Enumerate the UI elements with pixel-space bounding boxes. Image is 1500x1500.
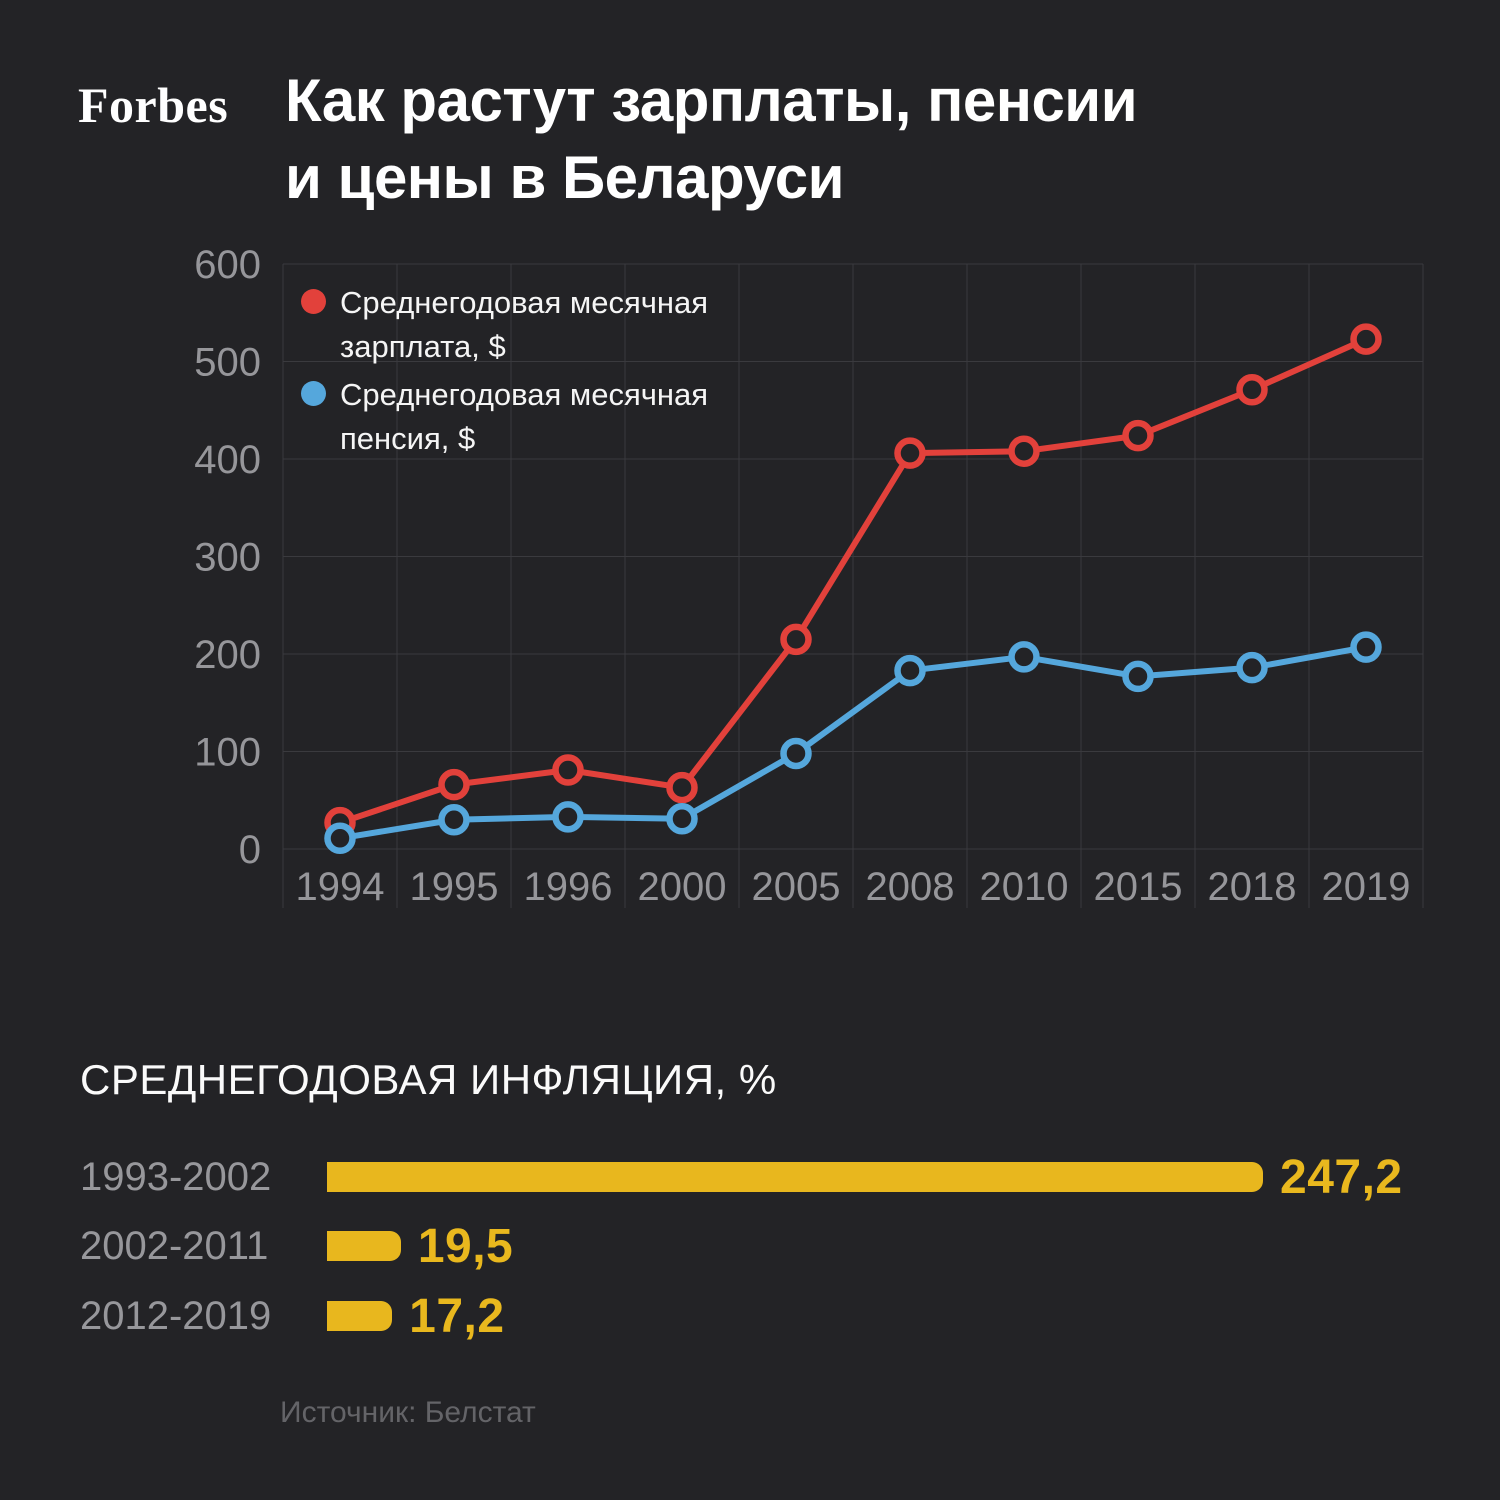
inflation-bar-row: 2012-2019 17,2	[80, 1290, 505, 1343]
svg-text:2005: 2005	[752, 865, 841, 909]
svg-text:100: 100	[194, 731, 261, 775]
inflation-bar	[327, 1162, 1263, 1192]
legend-item-pension: Среднегодовая месячная пенсия, $	[301, 373, 735, 461]
svg-text:300: 300	[194, 536, 261, 580]
svg-text:2015: 2015	[1094, 865, 1183, 909]
svg-text:500: 500	[194, 341, 261, 385]
source-note: Источник: Белстат	[280, 1396, 536, 1429]
inflation-bar-row: 2002-2011 19,5	[80, 1220, 513, 1273]
svg-text:2000: 2000	[638, 865, 727, 909]
inflation-period-label: 2012-2019	[80, 1293, 272, 1338]
page-title-line-1: Как растут зарплаты, пенсии	[285, 67, 1138, 134]
inflation-period-label: 2002-2011	[80, 1223, 269, 1268]
svg-text:1995: 1995	[410, 865, 499, 909]
inflation-bar	[327, 1301, 393, 1331]
svg-text:0: 0	[239, 828, 261, 872]
inflation-chart-title: СРЕДНЕГОДОВАЯ ИНФЛЯЦИЯ, %	[80, 1056, 777, 1103]
inflation-value-label: 19,5	[417, 1219, 514, 1273]
svg-text:2010: 2010	[980, 865, 1069, 909]
page-title-line-2: и цены в Беларуси	[285, 144, 844, 211]
inflation-value-label: 17,2	[409, 1289, 505, 1343]
inflation-bar-row: 1993-2002 247,2	[80, 1151, 1403, 1204]
svg-text:2018: 2018	[1208, 865, 1297, 909]
svg-text:2019: 2019	[1322, 865, 1411, 909]
inflation-bar	[327, 1231, 401, 1261]
svg-text:600: 600	[194, 243, 261, 287]
inflation-period-label: 1993-2002	[80, 1154, 272, 1199]
chart-legend: Среднегодовая месячная зарплата, $ Средн…	[301, 281, 735, 465]
inflation-value-label: 247,2	[1280, 1150, 1403, 1204]
pension-legend-dot-icon	[301, 381, 326, 406]
salary-legend-label: Среднегодовая месячная зарплата, $	[340, 285, 709, 364]
forbes-logo: Forbes	[78, 77, 229, 133]
svg-text:400: 400	[194, 438, 261, 482]
svg-text:2008: 2008	[866, 865, 955, 909]
salary-legend-dot-icon	[301, 289, 326, 314]
svg-text:200: 200	[194, 633, 261, 677]
svg-text:1996: 1996	[524, 865, 613, 909]
pension-legend-label: Среднегодовая месячная пенсия, $	[340, 377, 709, 456]
page-title: Как растут зарплаты, пенсии и цены в Бел…	[285, 62, 1285, 216]
legend-item-salary: Среднегодовая месячная зарплата, $	[301, 281, 735, 369]
svg-text:1994: 1994	[296, 865, 385, 909]
